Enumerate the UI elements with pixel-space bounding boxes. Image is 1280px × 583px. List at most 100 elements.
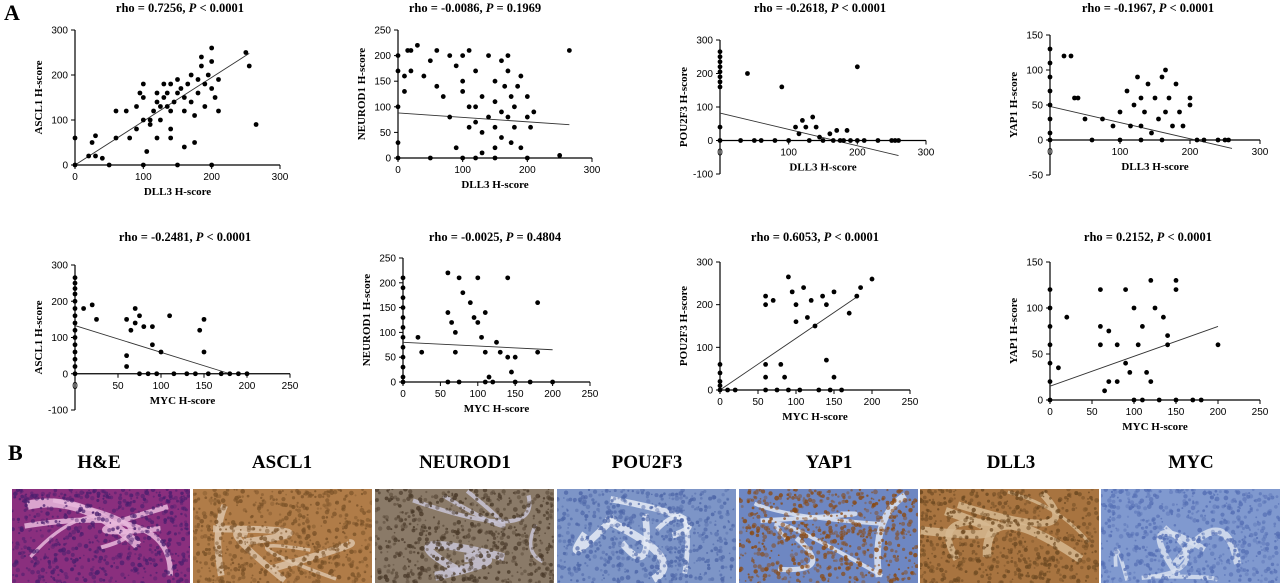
data-point [402,73,407,79]
data-point [717,59,723,65]
y-tick-label: 300 [696,258,713,269]
data-point [1190,397,1196,403]
data-point [244,371,250,377]
data-point [492,78,498,84]
data-point [86,153,92,159]
data-point [492,124,498,130]
data-point [445,310,451,315]
data-point [892,138,898,143]
data-point [1156,116,1161,122]
data-point [1135,74,1140,80]
data-point [449,320,455,325]
x-tick-label: 300 [1252,147,1269,158]
data-point [209,59,215,64]
data-point [1047,74,1053,80]
y-tick-label: -100 [693,170,713,181]
data-point [786,387,791,393]
data-point [447,53,453,58]
data-point [253,122,259,127]
data-point [145,371,151,377]
data-point [492,99,498,105]
chart-title: rho = -0.2618, P < 0.0001 [754,1,886,15]
data-point [1098,324,1103,329]
data-point [854,293,860,299]
x-axis-label: DLL3 H-score [461,179,528,191]
data-point [486,374,492,380]
data-point [460,53,466,58]
data-point [550,379,555,385]
data-point [175,90,180,96]
data-point [820,293,825,299]
data-point [831,289,837,295]
data-point [896,138,901,143]
data-point [1140,397,1145,403]
x-axis-label: MYC H-score [782,411,848,423]
data-point [499,135,504,140]
data-point [72,280,78,286]
scatter-plot-2: 0 100 200 300 0 50 100 150 200 250 rho = -0.0086, … [356,1,601,191]
data-point [1047,60,1053,66]
y-tick-label: 100 [51,116,68,127]
data-point [161,95,167,100]
data-point [72,306,78,311]
x-tick-label: 150 [826,397,843,408]
data-point [181,108,187,114]
data-point [193,371,198,377]
data-point [817,134,822,140]
data-point [1110,123,1116,129]
data-point [161,81,167,87]
data-point [460,78,466,84]
data-point [486,53,491,58]
stain-image-myc [1101,489,1280,583]
data-point [499,58,504,64]
data-point [456,275,462,281]
data-point [800,118,805,123]
x-tick-label: 150 [1168,407,1185,418]
data-point [452,330,458,335]
y-tick-label: -50 [1029,171,1044,182]
data-point [137,313,142,319]
data-point [1152,95,1158,101]
data-point [779,84,785,90]
data-point [793,319,799,325]
data-point [195,77,201,82]
data-point [1148,278,1154,283]
y-tick-label: 100 [1026,66,1043,77]
data-point [188,99,194,105]
data-point [1222,137,1228,143]
data-point [717,54,723,60]
x-tick-label: 250 [282,381,299,392]
data-point [717,79,723,85]
y-tick-label: 100 [696,103,713,114]
data-point [1149,130,1154,136]
data-point [1226,137,1231,143]
data-point [494,339,499,345]
data-point [140,117,146,123]
data-point [460,155,466,161]
data-point [164,90,170,96]
data-point [527,379,533,385]
data-point [830,138,836,143]
y-tick-label: 100 [374,102,391,113]
data-point [466,48,472,53]
data-point [497,349,503,355]
data-point [512,379,518,385]
panel-a: A 0 100 200 300 0 100 200 300 rho = 0.7256, P < … [4,0,1269,433]
data-point [1170,123,1175,129]
data-point [400,295,406,301]
y-tick-label: 200 [379,278,396,289]
x-tick-label: 0 [395,165,401,176]
data-point [134,104,139,109]
y-axis-label: NEUROD1 H-score [361,274,373,366]
data-point [72,298,78,304]
data-point [805,315,810,320]
scatter-plot-1: 0 100 200 300 0 100 200 300 rho = 0.7256, P < 0.… [33,1,289,198]
data-point [216,108,221,114]
data-point [1142,109,1147,115]
scatter-plot-7: 0 50 100 150 200 250 0 100 200 300 rho = 0.6053, P… [678,230,919,423]
data-point [127,135,133,141]
x-tick-label: 100 [788,397,805,408]
data-point [1131,305,1137,311]
y-tick-label: 200 [374,51,391,62]
data-point [797,387,803,393]
